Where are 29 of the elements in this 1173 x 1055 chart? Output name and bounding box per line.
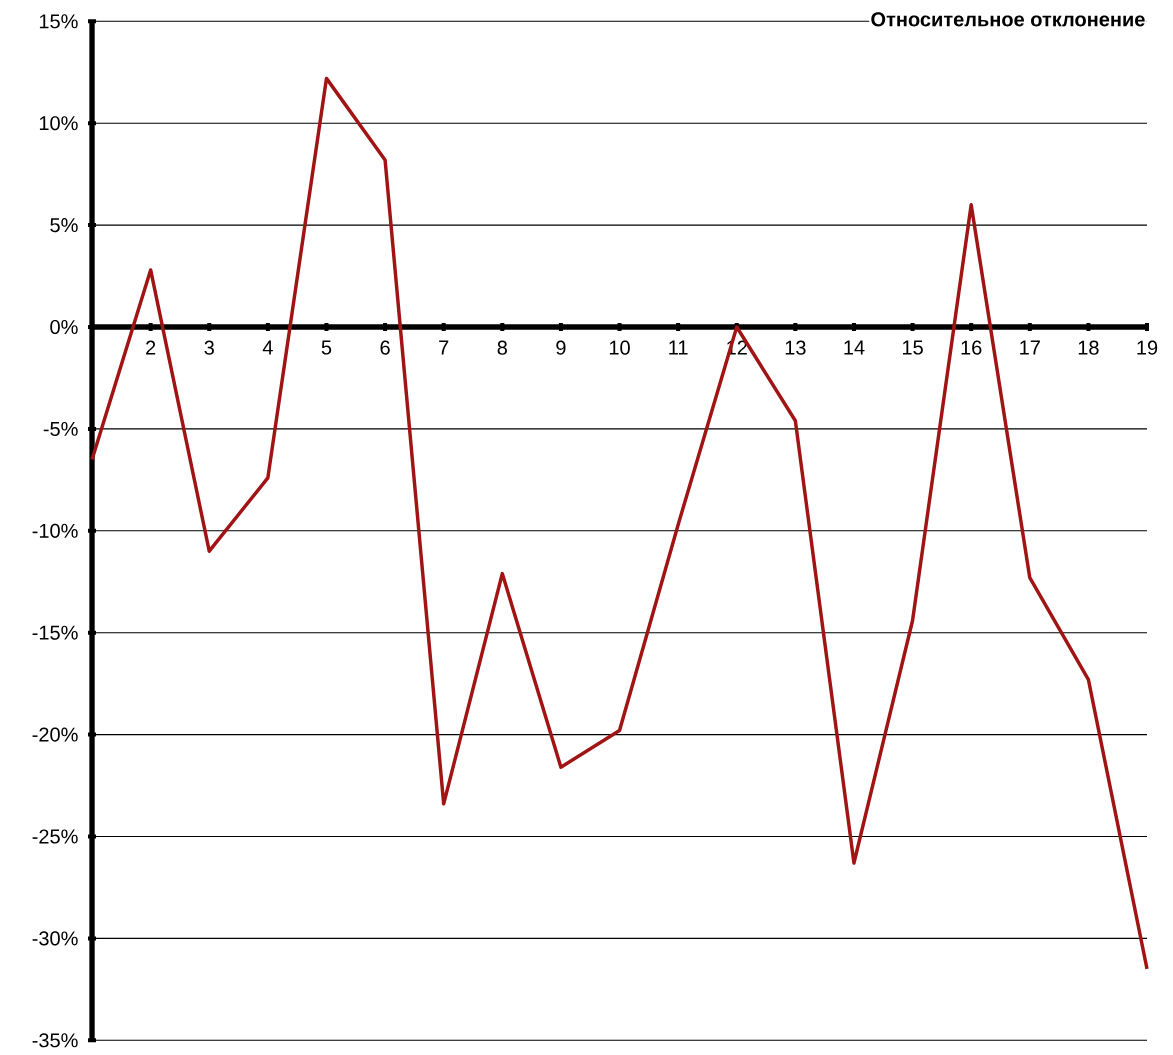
x-tick-label: 18 <box>1078 340 1099 355</box>
y-tick-label: 0% <box>50 319 78 335</box>
x-tick-label: 8 <box>497 340 507 355</box>
x-tick-label: 17 <box>1020 340 1040 355</box>
x-tick-label: 3 <box>204 340 214 355</box>
y-tick-label: -15% <box>32 625 78 640</box>
x-tick-label: 15 <box>902 340 923 355</box>
x-tick-label: 10 <box>609 340 630 355</box>
x-tick-label: 16 <box>961 340 982 355</box>
x-tick-label: 13 <box>785 340 806 355</box>
x-tick-label: 19 <box>1137 340 1158 355</box>
x-tick-label: 4 <box>262 340 273 355</box>
y-tick-label: -25% <box>32 829 78 844</box>
y-tick-label: -35% <box>32 1033 78 1048</box>
x-tick-label: 14 <box>844 340 865 355</box>
y-tick-label: -30% <box>32 931 78 946</box>
y-tick-label: 5% <box>50 218 78 233</box>
chart-title: Относительное отклонение <box>871 12 1145 27</box>
x-tick-label: 6 <box>380 340 390 355</box>
x-tick-label: 7 <box>439 340 449 355</box>
y-tick-label: -5% <box>43 421 78 436</box>
y-tick-label: 10% <box>39 116 78 131</box>
x-tick-label: 9 <box>556 340 566 355</box>
y-tick-label: 15% <box>39 14 78 29</box>
y-tick-label: -20% <box>32 727 78 742</box>
x-tick-label: 11 <box>669 340 688 355</box>
y-tick-label: -10% <box>32 523 78 538</box>
x-tick-label: 5 <box>321 340 332 355</box>
x-tick-label: 2 <box>146 340 156 355</box>
